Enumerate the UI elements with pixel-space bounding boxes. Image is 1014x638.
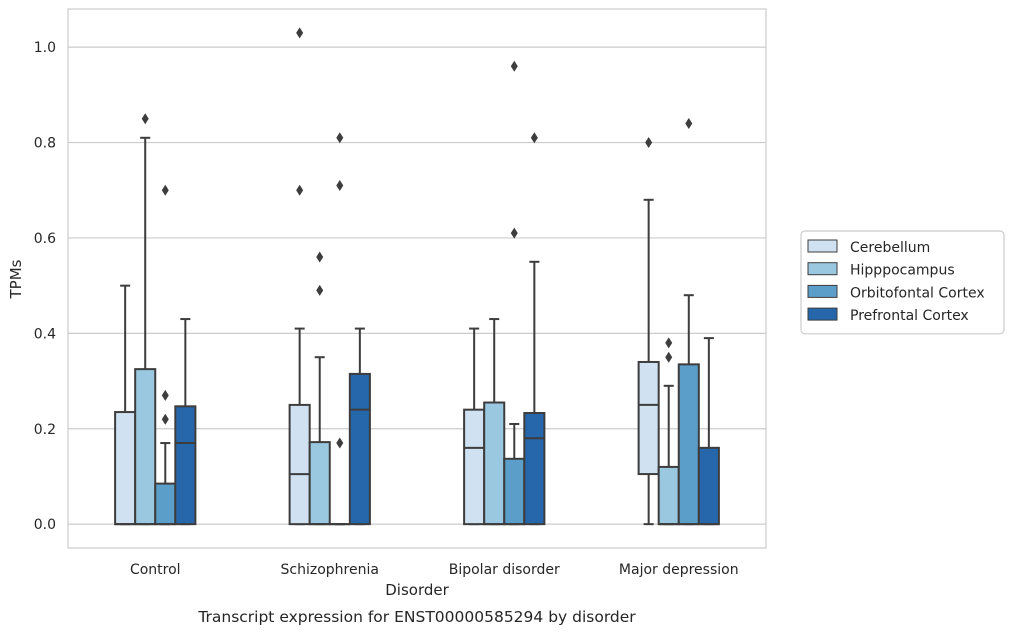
outlier-point xyxy=(296,185,303,196)
box-series xyxy=(115,27,719,524)
outlier-point xyxy=(645,137,652,148)
legend: Cerebellum Hipppocampus Orbitofontal Corte… xyxy=(801,231,1004,334)
legend-label: Cerebellum xyxy=(850,240,930,256)
legend-label: Prefrontal Cortex xyxy=(850,308,969,324)
outlier-point xyxy=(316,285,323,296)
box xyxy=(679,364,699,524)
box xyxy=(699,448,719,524)
outlier-point xyxy=(336,132,343,143)
y-tick-labels: 0.0 0.2 0.4 0.6 0.8 1.0 xyxy=(34,40,56,533)
outlier-point xyxy=(336,438,343,449)
y-tick-label: 1.0 xyxy=(34,40,56,56)
outlier-point xyxy=(162,390,169,401)
box xyxy=(115,412,135,524)
box-3-0 xyxy=(639,137,659,524)
box xyxy=(524,413,544,524)
outlier-point xyxy=(162,414,169,425)
y-tick-label: 0.4 xyxy=(34,326,56,342)
box-0-2 xyxy=(155,185,175,524)
box xyxy=(310,442,330,524)
box xyxy=(504,459,524,524)
y-tick-label: 0.0 xyxy=(34,517,56,533)
x-tick-label: Bipolar disorder xyxy=(449,562,560,578)
y-tick-label: 0.2 xyxy=(34,422,56,438)
outlier-point xyxy=(665,352,672,363)
outlier-point xyxy=(511,228,518,239)
box-1-0 xyxy=(290,27,310,524)
outlier-point xyxy=(162,185,169,196)
box xyxy=(639,362,659,474)
box-2-1 xyxy=(484,319,504,524)
legend-swatch xyxy=(808,285,837,297)
box-3-1 xyxy=(659,337,679,524)
box xyxy=(484,403,504,525)
box-0-1 xyxy=(135,113,155,524)
legend-swatch xyxy=(808,240,837,252)
box-1-1 xyxy=(310,252,330,525)
outlier-point xyxy=(142,113,149,124)
box xyxy=(659,467,679,524)
y-tick-label: 0.8 xyxy=(34,136,56,152)
box-1-3 xyxy=(350,329,370,525)
x-tick-label: Schizophrenia xyxy=(281,562,379,578)
outlier-point xyxy=(296,27,303,38)
box-0-0 xyxy=(115,286,135,524)
legend-label: Orbitofontal Cortex xyxy=(850,285,985,301)
box-0-3 xyxy=(175,319,195,524)
x-tick-label: Control xyxy=(130,562,181,578)
box-3-2 xyxy=(679,118,699,524)
legend-label: Hipppocampus xyxy=(850,263,955,279)
outlier-point xyxy=(336,180,343,191)
box xyxy=(155,484,175,525)
outlier-point xyxy=(531,132,538,143)
outlier-point xyxy=(665,337,672,348)
outlier-point xyxy=(685,118,692,129)
outlier-point xyxy=(316,252,323,263)
legend-swatch xyxy=(808,263,837,275)
box xyxy=(175,406,195,524)
y-tick-label: 0.6 xyxy=(34,231,56,247)
chart-caption: Transcript expression for ENST0000058529… xyxy=(197,608,636,626)
box xyxy=(135,369,155,524)
x-axis-label: Disorder xyxy=(385,581,449,599)
box-1-2 xyxy=(330,132,350,524)
gridlines xyxy=(68,47,766,524)
box-3-3 xyxy=(699,338,719,524)
x-tick-labels: Control Schizophrenia Bipolar disorder Majo… xyxy=(130,562,739,578)
box-2-3 xyxy=(524,132,544,524)
box xyxy=(350,374,370,524)
box xyxy=(290,405,310,524)
legend-swatch xyxy=(808,308,837,320)
box-2-2 xyxy=(504,61,524,524)
box xyxy=(464,410,484,524)
x-tick-label: Major depression xyxy=(619,562,739,578)
outlier-point xyxy=(511,61,518,72)
y-axis-label: TPMs xyxy=(7,259,25,299)
box-2-0 xyxy=(464,329,484,525)
